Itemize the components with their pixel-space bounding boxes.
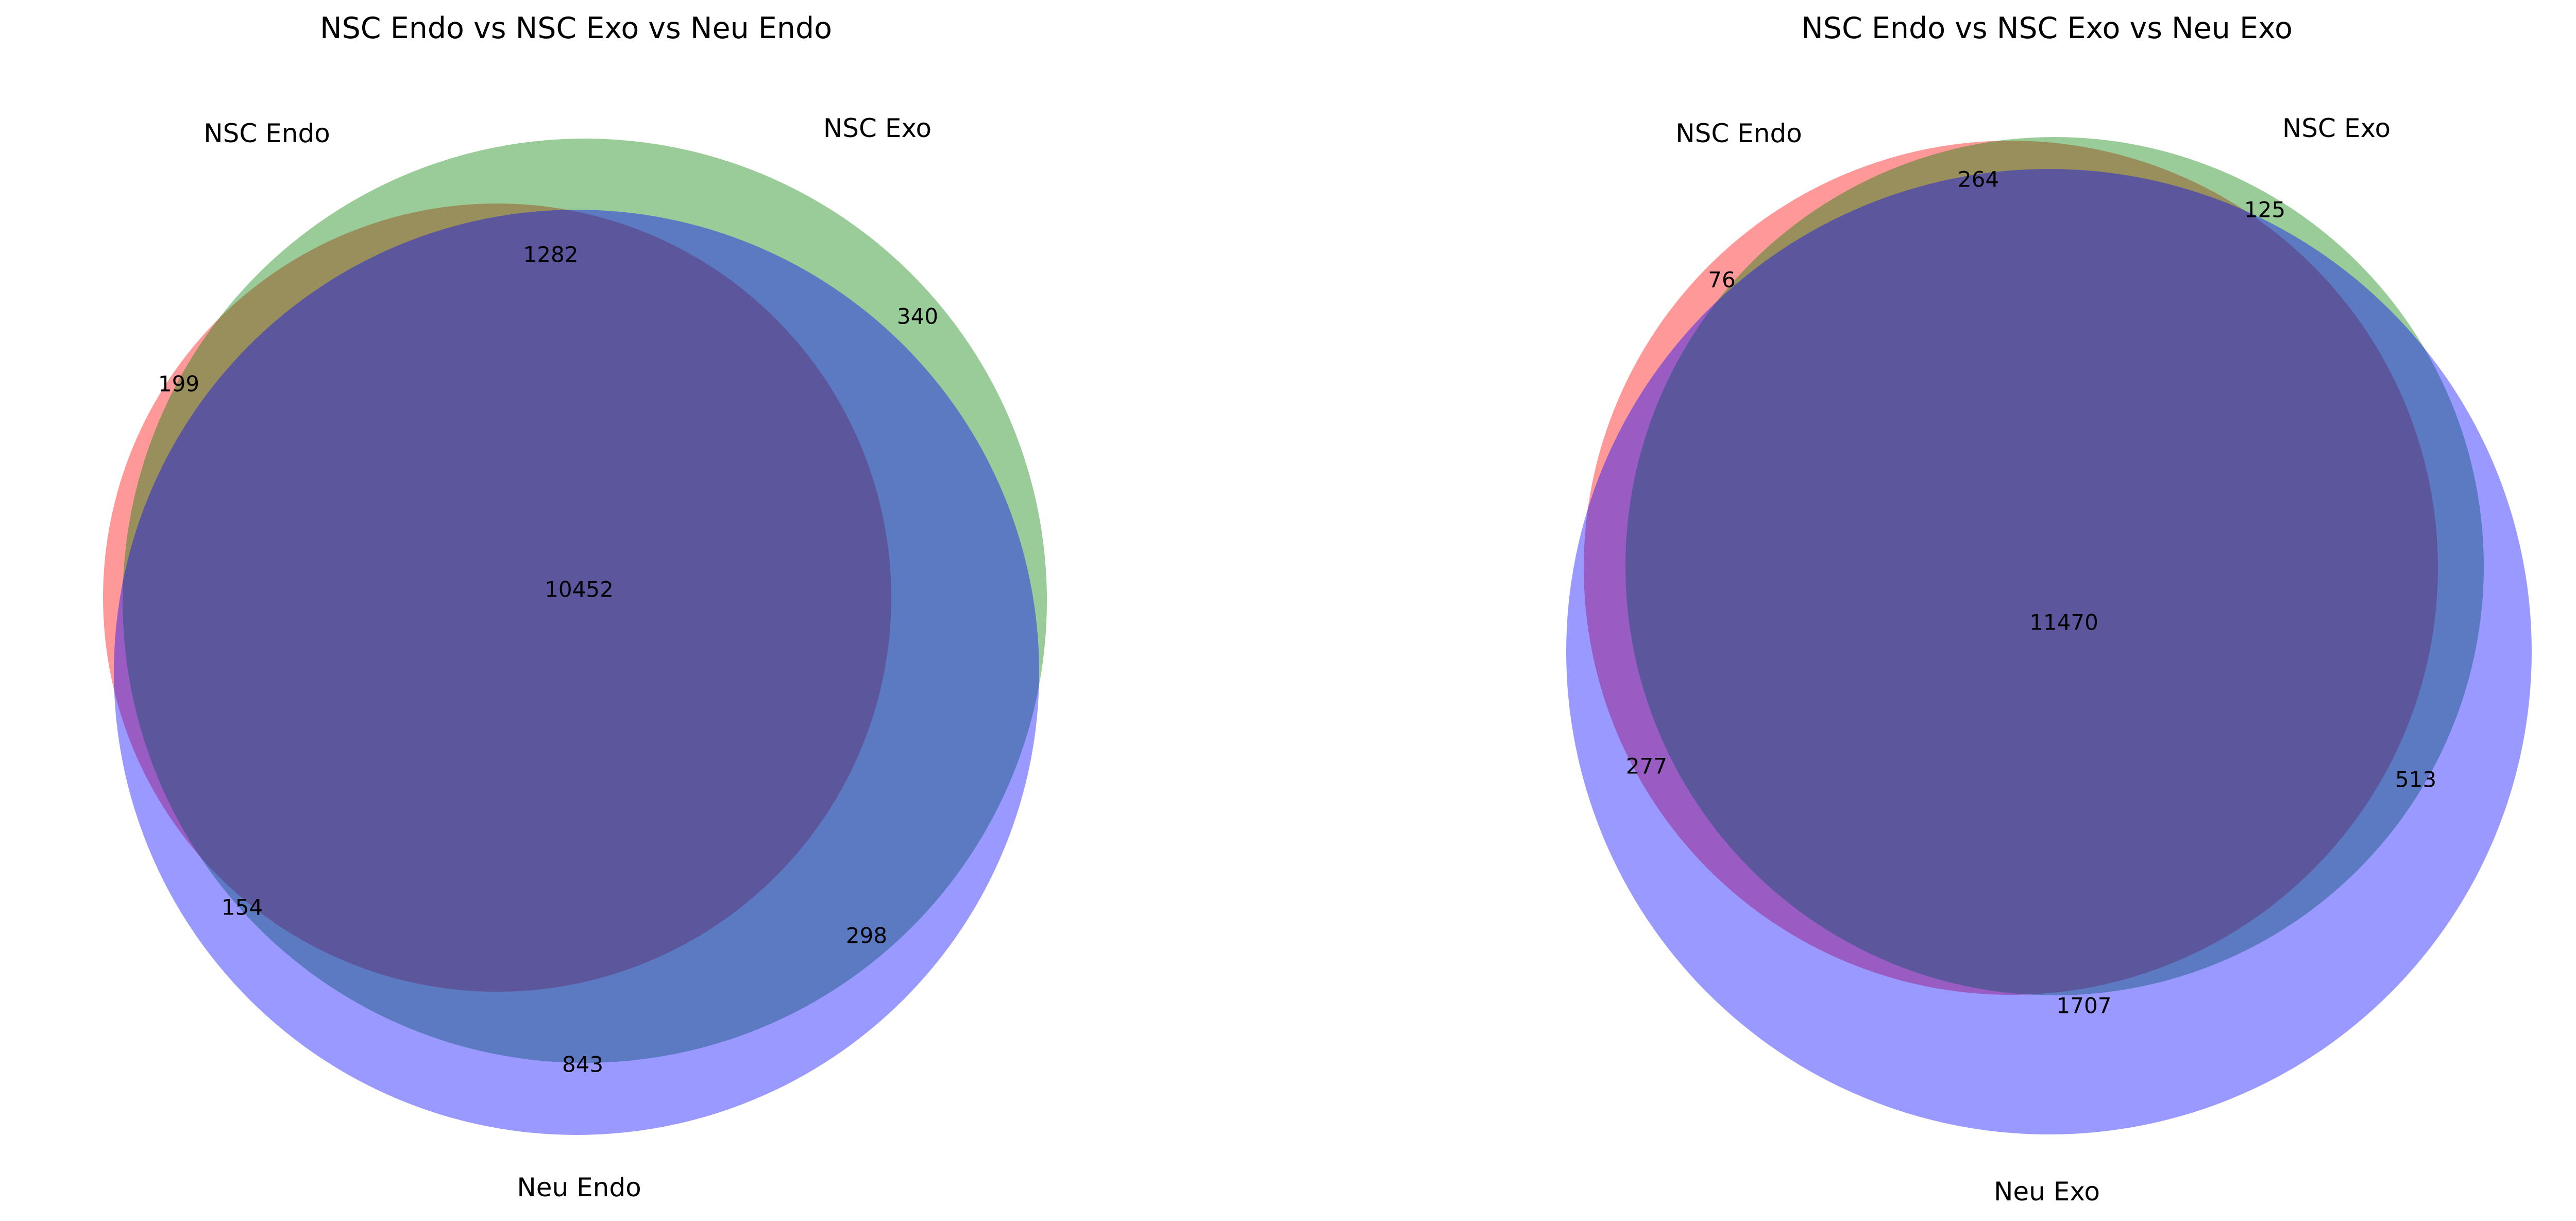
venn-left-label-nsc-endo: NSC Endo bbox=[204, 118, 330, 148]
venn-left-count-nsc-endo-only: 199 bbox=[158, 371, 199, 397]
venn-right-label-neu-exo: Neu Exo bbox=[1994, 1177, 2100, 1207]
venn-right-count-nsc-endo-nsc-exo: 264 bbox=[1958, 167, 1999, 192]
venn-left-count-nsc-endo-neu-endo: 154 bbox=[222, 895, 263, 920]
venn-left-circle-nsc-endo bbox=[103, 204, 891, 992]
venn-right-circle-nsc-endo bbox=[1584, 141, 2438, 995]
venn-left-label-neu-endo: Neu Endo bbox=[517, 1173, 641, 1202]
venn-right-label-nsc-endo: NSC Endo bbox=[1675, 118, 1802, 148]
venn-right-count-nsc-endo-only: 76 bbox=[1708, 267, 1735, 293]
venn-right-circle-nsc-exo bbox=[1625, 137, 2484, 995]
venn-right-title: NSC Endo vs NSC Exo vs Neu Exo bbox=[1801, 11, 2293, 45]
venn-right-count-nsc-exo-only: 125 bbox=[2244, 197, 2285, 223]
venn-left-count-nsc-exo-only: 340 bbox=[897, 304, 938, 329]
venn-left-circle-neu-endo bbox=[114, 210, 1039, 1135]
venn-left-count-all-three: 10452 bbox=[545, 577, 614, 602]
venn-left-title: NSC Endo vs NSC Exo vs Neu Endo bbox=[320, 11, 832, 45]
venn-left-count-nsc-exo-neu-endo: 298 bbox=[846, 923, 887, 948]
venn-left-label-nsc-exo: NSC Exo bbox=[823, 113, 931, 143]
venn-right: NSC Endo vs NSC Exo vs Neu Exo NSC Endo … bbox=[1566, 11, 2532, 1207]
venn-left-circle-nsc-exo bbox=[123, 139, 1047, 1063]
venn-right-count-all-three: 11470 bbox=[2029, 610, 2098, 635]
venn-right-count-nsc-exo-neu-exo: 513 bbox=[2395, 767, 2436, 792]
venn-left: NSC Endo vs NSC Exo vs Neu Endo NSC Endo… bbox=[103, 11, 1047, 1202]
venn-left-count-nsc-endo-nsc-exo: 1282 bbox=[523, 242, 579, 267]
venn-left-count-neu-endo-only: 843 bbox=[562, 1052, 603, 1077]
venn-right-label-nsc-exo: NSC Exo bbox=[2282, 113, 2391, 143]
venn-right-count-nsc-endo-neu-exo: 277 bbox=[1626, 754, 1667, 779]
venn-right-circle-neu-exo bbox=[1566, 169, 2532, 1134]
venn-right-count-neu-exo-only: 1707 bbox=[2057, 993, 2112, 1019]
